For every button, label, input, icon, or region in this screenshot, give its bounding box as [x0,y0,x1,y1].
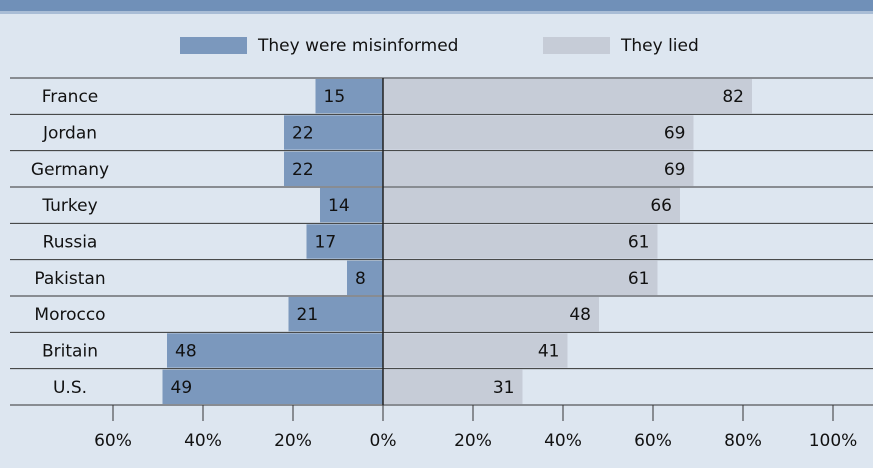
category-label: Britain [42,342,98,362]
data-label: 49 [171,378,193,398]
data-label: 8 [355,269,366,289]
bar [306,224,383,259]
bar [383,224,658,259]
data-label: 22 [292,160,314,180]
data-label: 82 [722,87,744,107]
x-tick-label: 40% [184,431,222,451]
bar [347,260,383,295]
data-label: 61 [628,269,650,289]
bar [315,79,383,114]
data-label: 21 [297,305,319,325]
bar [383,333,568,368]
legend-label: They were misinformed [257,36,458,56]
category-label: France [42,87,99,107]
bar [383,151,694,186]
category-label: Germany [31,160,109,180]
x-tick-label: 0% [370,431,397,451]
bar [383,369,523,404]
x-tick-label: 20% [274,431,312,451]
category-label: Morocco [34,305,105,325]
category-label: U.S. [53,378,87,398]
data-label: 48 [175,342,197,362]
data-label: 14 [328,196,350,216]
data-label: 61 [628,233,650,253]
bar [288,297,383,332]
category-label: Russia [43,233,98,253]
bar [320,188,383,223]
legend-label: They lied [620,36,699,56]
x-tick-label: 60% [634,431,672,451]
category-label: Pakistan [34,269,105,289]
data-label: 22 [292,124,314,144]
data-label: 41 [538,342,560,362]
top-band [0,0,873,11]
bar [383,79,752,114]
data-label: 69 [664,124,686,144]
data-label: 48 [569,305,591,325]
legend-swatch [543,37,610,54]
x-tick-label: 40% [544,431,582,451]
bar [383,260,658,295]
data-label: 31 [493,378,515,398]
data-label: 15 [324,87,346,107]
category-label: Jordan [42,124,97,144]
bar [383,188,680,223]
x-tick-label: 100% [809,431,858,451]
data-label: 69 [664,160,686,180]
bar [284,115,383,150]
bar [162,369,383,404]
x-tick-label: 60% [94,431,132,451]
legend-swatch [180,37,247,54]
bar [383,297,599,332]
data-label: 66 [650,196,672,216]
x-tick-label: 80% [724,431,762,451]
bar [167,333,383,368]
top-band-edge [0,11,873,14]
bar [284,151,383,186]
x-tick-label: 20% [454,431,492,451]
category-label: Turkey [41,196,97,216]
data-label: 17 [315,233,337,253]
bar [383,115,694,150]
